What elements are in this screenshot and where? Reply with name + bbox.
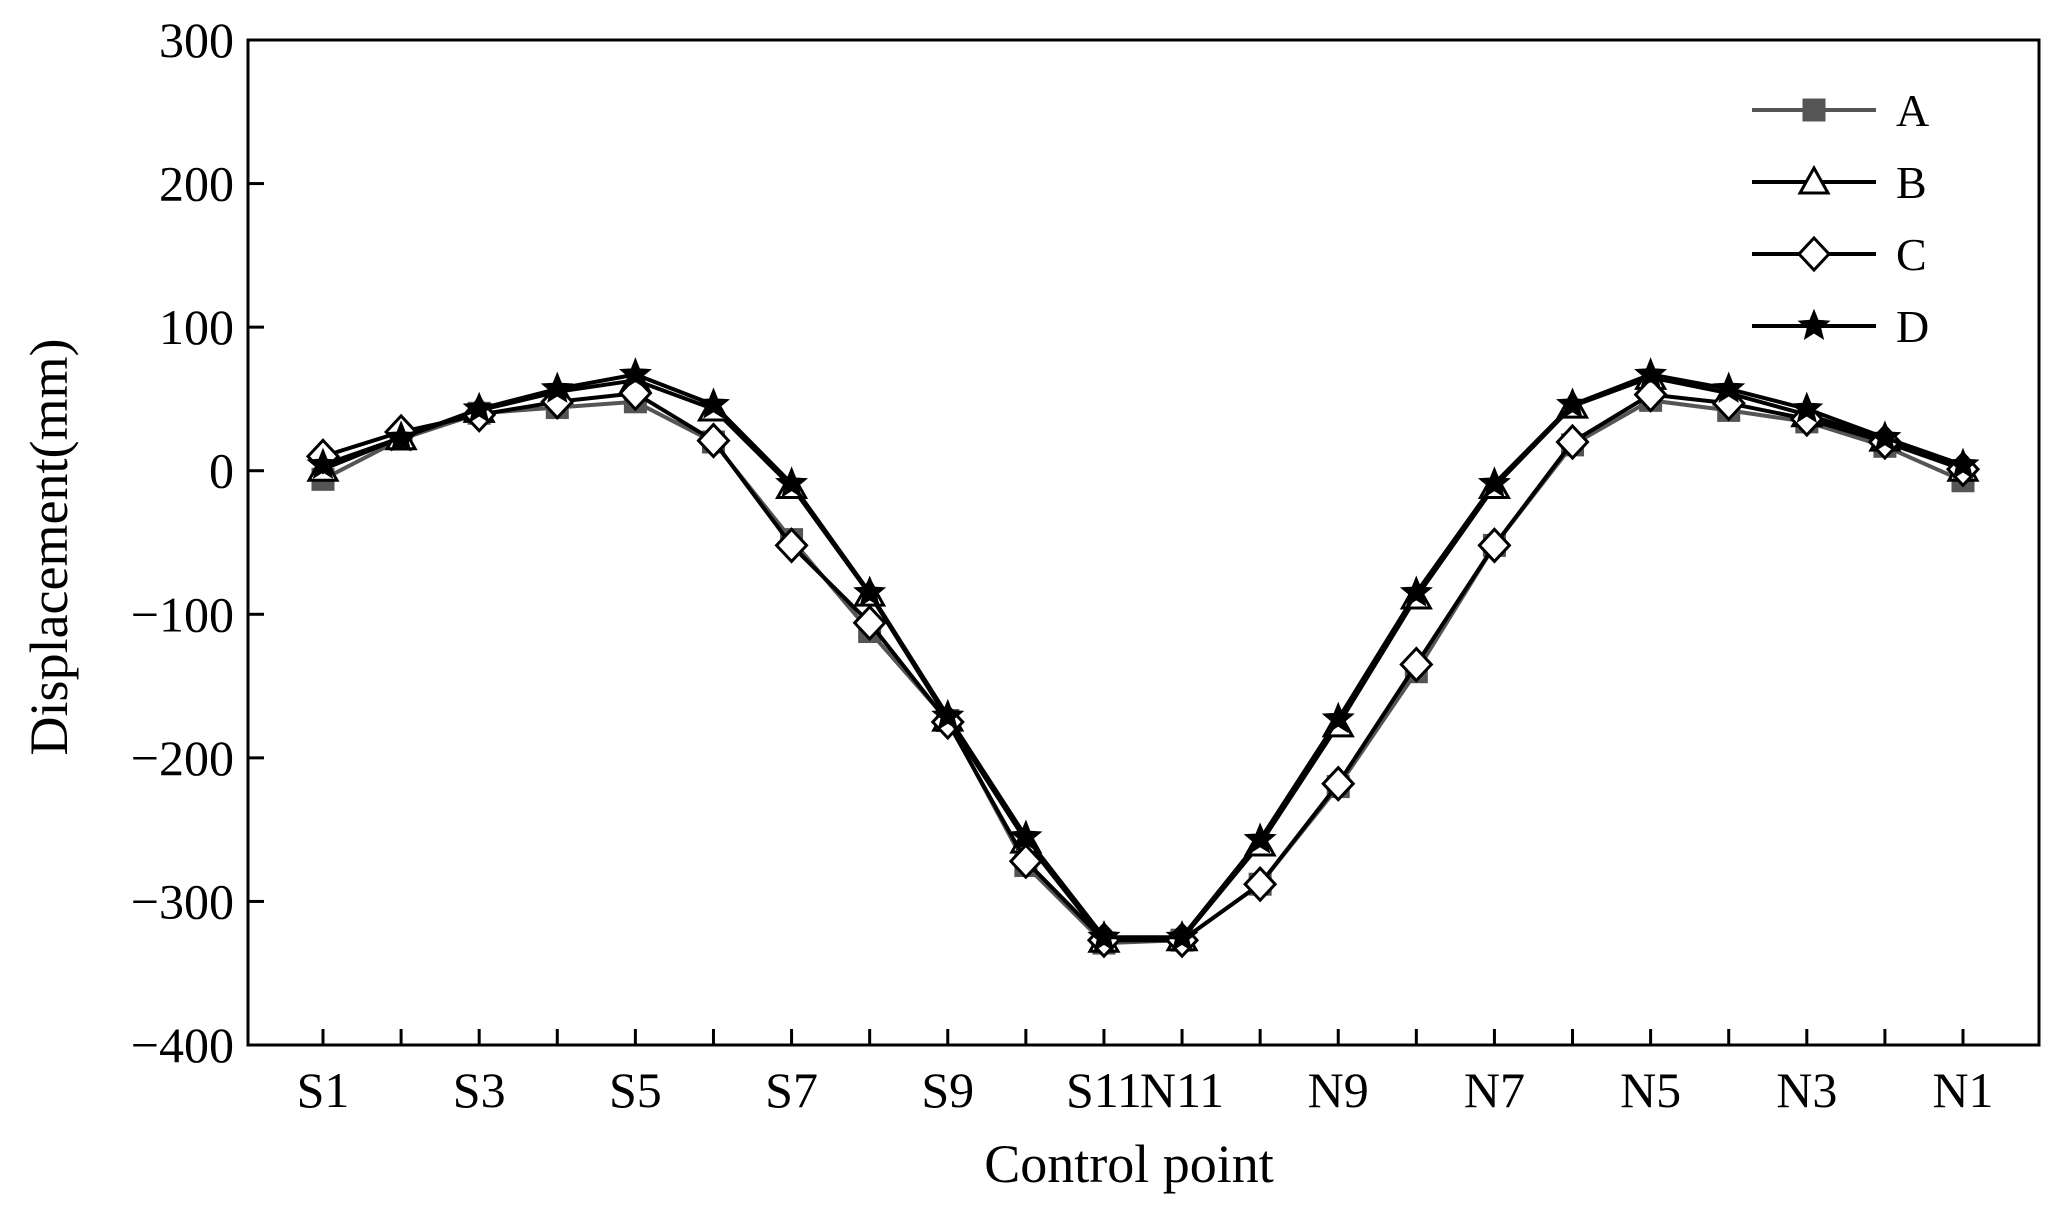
y-tick-label: −200 xyxy=(131,730,234,786)
data-point xyxy=(1165,919,1199,952)
data-point xyxy=(1009,819,1043,851)
x-axis-label: Control point xyxy=(984,1134,1274,1194)
data-point xyxy=(1321,701,1355,734)
series-line-c xyxy=(322,391,1964,943)
x-tick-label: S1 xyxy=(297,1062,350,1118)
data-point xyxy=(1399,575,1433,607)
y-axis: 300 200 100 0 −100 −200 −300 −400 xyxy=(131,12,264,1073)
data-point xyxy=(1946,447,1980,479)
data-point xyxy=(540,371,574,403)
x-tick-label: N5 xyxy=(1620,1062,1681,1118)
legend-item-c: C xyxy=(1752,229,1927,280)
legend-label: B xyxy=(1896,157,1927,208)
data-point xyxy=(1399,646,1434,683)
legend-marker xyxy=(1797,308,1831,340)
plot-area xyxy=(246,38,2041,1047)
y-axis-label: Displacement(mm) xyxy=(19,339,79,756)
data-point xyxy=(774,527,809,564)
data-point xyxy=(1555,423,1590,461)
series-b xyxy=(306,360,1980,953)
data-point xyxy=(853,575,887,607)
legend-label: A xyxy=(1896,85,1929,136)
legend-item-d: D xyxy=(1752,301,1929,352)
series-line-d xyxy=(322,372,1964,940)
data-point xyxy=(462,391,496,423)
x-tick-label: N11 xyxy=(1140,1062,1224,1118)
data-point xyxy=(1243,866,1278,903)
data-point xyxy=(697,387,730,419)
data-point xyxy=(1634,357,1668,389)
data-point xyxy=(1790,391,1824,423)
series-line-b xyxy=(322,375,1964,943)
x-tick-label: S7 xyxy=(765,1062,818,1118)
series-layer xyxy=(305,357,1981,959)
series-d xyxy=(306,357,1980,952)
y-tick-label: −100 xyxy=(131,586,234,642)
data-point xyxy=(1477,466,1511,498)
y-tick-label: 300 xyxy=(159,12,234,68)
series-c xyxy=(305,374,1981,959)
legend-item-a: A xyxy=(1752,85,1929,136)
y-tick-label: −400 xyxy=(131,1017,234,1073)
x-tick-label: N1 xyxy=(1932,1062,1993,1118)
x-tick-label: N7 xyxy=(1464,1062,1525,1118)
data-point xyxy=(1712,371,1746,403)
x-tick-label: S9 xyxy=(921,1062,974,1118)
data-point xyxy=(1321,765,1356,802)
legend-item-b: B xyxy=(1752,157,1927,208)
y-tick-label: −300 xyxy=(131,873,234,929)
data-point xyxy=(775,466,809,498)
series-a xyxy=(311,388,1975,955)
y-tick-label: 100 xyxy=(159,299,234,355)
x-tick-label: S3 xyxy=(453,1062,506,1118)
legend-label: D xyxy=(1896,301,1929,352)
plot-frame xyxy=(246,38,2041,1047)
data-point xyxy=(931,698,965,731)
legend-marker xyxy=(1796,235,1832,273)
y-tick-label: 200 xyxy=(159,156,234,212)
data-point xyxy=(1243,822,1277,854)
data-point xyxy=(696,422,731,459)
data-point xyxy=(1556,387,1589,419)
x-tick-label: N9 xyxy=(1308,1062,1369,1118)
data-point xyxy=(1008,843,1043,880)
legend-marker xyxy=(1802,98,1826,122)
data-point xyxy=(1868,420,1902,452)
x-tick-label: N3 xyxy=(1776,1062,1837,1118)
y-tick-label: 0 xyxy=(209,443,234,499)
x-tick-label: S11 xyxy=(1066,1062,1142,1118)
x-tick-label: S5 xyxy=(609,1062,662,1118)
data-point xyxy=(1087,919,1121,952)
data-point xyxy=(852,604,887,642)
data-point xyxy=(384,420,418,452)
data-point xyxy=(1477,527,1512,564)
series-line-a xyxy=(322,398,1964,946)
data-point xyxy=(618,357,652,389)
data-point xyxy=(306,447,340,479)
legend-marker xyxy=(1797,164,1831,195)
legend-label: C xyxy=(1896,229,1927,280)
